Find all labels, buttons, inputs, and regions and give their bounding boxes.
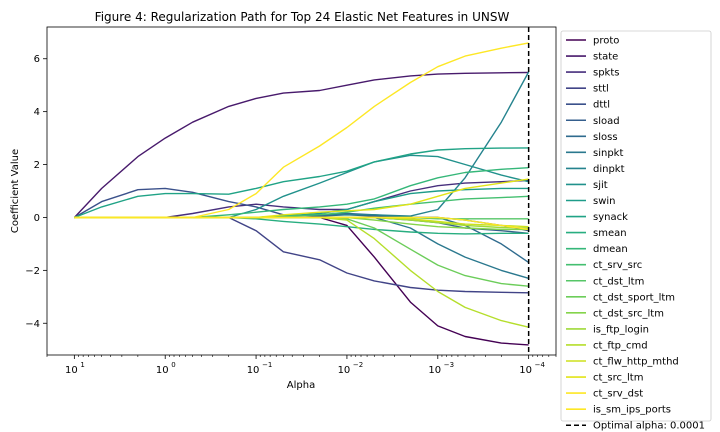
legend-label-dttl: dttl — [593, 100, 610, 111]
y-tick-label: −4 — [25, 319, 40, 330]
x-tick-label: 10 — [519, 365, 532, 376]
legend-label-spkts: spkts — [593, 68, 619, 79]
legend-label-dinpkt: dinpkt — [593, 164, 625, 175]
legend-label-sload: sload — [593, 116, 620, 127]
legend-label-ct_dst_ltm: ct_dst_ltm — [593, 276, 644, 287]
legend-label-dmean: dmean — [593, 244, 628, 255]
plot-area — [46, 26, 557, 356]
legend-label-state: state — [593, 52, 618, 63]
legend: proto state spkts sttl dttl sload sloss sinpkt d… — [560, 30, 712, 432]
x-tick-exponent: 0 — [171, 361, 175, 369]
chart-title: Figure 4: Regularization Path for Top 24… — [95, 10, 510, 24]
x-axis: 10 1 10 0 10 −1 10 −2 10 −3 10 −4 — [46, 355, 557, 376]
legend-label-is_ftp_login: is_ftp_login — [593, 324, 649, 335]
legend-label-ct_srv_dst: ct_srv_dst — [593, 389, 643, 400]
legend-label-ct_srv_src: ct_srv_src — [593, 260, 642, 271]
legend-label-proto: proto — [593, 36, 619, 47]
x-tick-exponent: −3 — [444, 361, 454, 369]
plot-frame — [46, 26, 557, 356]
legend-label-optimal-alpha: Optimal alpha: 0.0001 — [593, 421, 705, 432]
series-line-synack — [74, 147, 529, 219]
legend-label-ct_dst_src_ltm: ct_dst_src_ltm — [593, 308, 664, 319]
x-tick-label: 10 — [338, 365, 351, 376]
y-tick-label: 0 — [34, 213, 40, 224]
x-tick-exponent: −4 — [535, 361, 546, 369]
series-line-state — [73, 71, 529, 218]
series-line-is_sm_ips_ports — [74, 216, 529, 231]
legend-label-ct_ftp_cmd: ct_ftp_cmd — [593, 340, 648, 351]
x-tick-label: 10 — [156, 365, 169, 376]
legend-label-sttl: sttl — [593, 84, 609, 95]
legend-label-ct_src_ltm: ct_src_ltm — [593, 373, 643, 384]
legend-items: proto state spkts sttl dttl sload sloss sinpkt d… — [566, 36, 705, 432]
legend-frame — [560, 30, 712, 422]
legend-label-ct_flw_http_mthd: ct_flw_http_mthd — [593, 357, 679, 368]
y-tick-label: 4 — [34, 107, 40, 118]
legend-label-sloss: sloss — [593, 132, 618, 143]
legend-label-swin: swin — [593, 196, 616, 207]
y-axis: −4 −2 0 2 4 6 — [25, 54, 47, 330]
legend-label-sjit: sjit — [593, 180, 608, 191]
x-tick-label: 10 — [65, 365, 78, 376]
x-tick-exponent: −2 — [353, 361, 363, 369]
y-tick-label: 6 — [34, 54, 40, 65]
legend-label-ct_dst_sport_ltm: ct_dst_sport_ltm — [593, 292, 675, 303]
y-tick-label: −2 — [25, 266, 40, 277]
legend-label-synack: synack — [593, 212, 628, 223]
x-tick-label: 10 — [428, 365, 441, 376]
y-axis-title: Coefficient Value — [10, 149, 21, 233]
legend-label-is_sm_ips_ports: is_sm_ips_ports — [593, 405, 671, 416]
legend-label-sinpkt: sinpkt — [593, 148, 623, 159]
x-tick-exponent: −1 — [262, 361, 272, 369]
series-layer — [73, 42, 530, 346]
x-axis-title: Alpha — [287, 380, 315, 391]
legend-label-smean: smean — [593, 228, 627, 239]
x-tick-label: 10 — [247, 365, 260, 376]
x-tick-exponent: 1 — [80, 361, 84, 369]
y-tick-label: 2 — [34, 160, 40, 171]
